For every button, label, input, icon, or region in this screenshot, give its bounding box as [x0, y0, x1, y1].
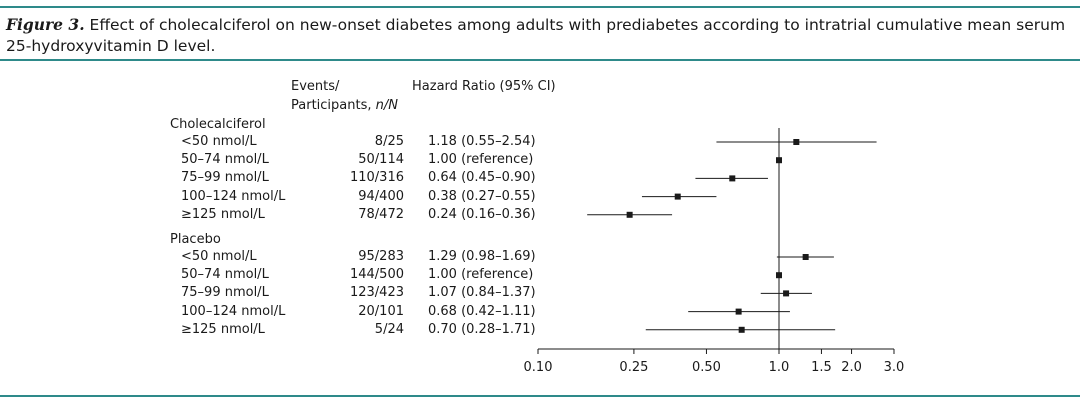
row-hazard-ratio: 0.24 (0.16–0.36)	[428, 206, 536, 222]
row-events: 50/114	[358, 152, 404, 168]
row-label: 100–124 nmol/L	[181, 303, 286, 319]
x-tick-label: 1.5	[811, 360, 832, 375]
row-label: ≥125 nmol/L	[181, 206, 265, 222]
events-header-line2: Participants, n/N	[291, 96, 398, 115]
top-rule	[0, 6, 1080, 8]
row-events: 123/423	[349, 285, 404, 301]
figure-caption-text: Effect of cholecalciferol on new-onset d…	[6, 16, 1066, 55]
row-label: <50 nmol/L	[181, 249, 257, 264]
row-label: 50–74 nmol/L	[181, 152, 269, 168]
bottom-rule	[0, 395, 1080, 397]
row-hazard-ratio: 0.38 (0.27–0.55)	[428, 188, 536, 204]
row-label: 50–74 nmol/L	[181, 267, 269, 283]
figure-caption: Figure 3. Effect of cholecalciferol on n…	[6, 14, 1074, 57]
x-tick-label: 1.0	[769, 360, 790, 375]
row-hazard-ratio: 1.00 (reference)	[428, 152, 534, 168]
hr-marker	[738, 326, 745, 333]
hazard-header: Hazard Ratio (95% CI)	[412, 79, 556, 94]
row-hazard-ratio: 0.68 (0.42–1.11)	[428, 303, 536, 319]
row-hazard-ratio: 1.07 (0.84–1.37)	[428, 285, 536, 301]
row-hazard-ratio: 1.00 (reference)	[428, 267, 534, 283]
row-events: 5/24	[374, 321, 404, 337]
row-label: 100–124 nmol/L	[181, 188, 286, 204]
events-header-participants: Participants,	[291, 98, 372, 113]
hr-marker	[783, 290, 790, 297]
row-events: 94/400	[358, 188, 404, 204]
hr-marker	[729, 175, 736, 182]
hr-marker	[626, 211, 633, 218]
x-tick-label: 0.10	[524, 360, 553, 375]
events-header-nN: n/N	[375, 98, 398, 113]
x-tick-label: 3.0	[884, 360, 905, 375]
events-header-line1: Events/	[291, 79, 340, 94]
hr-marker	[793, 139, 800, 145]
group-label: Cholecalciferol	[170, 117, 266, 132]
row-hazard-ratio: 0.70 (0.28–1.71)	[428, 321, 536, 337]
hr-marker	[674, 193, 681, 200]
row-hazard-ratio: 1.18 (0.55–2.54)	[428, 134, 536, 149]
row-label: 75–99 nmol/L	[181, 170, 269, 186]
caption-rule	[0, 59, 1080, 61]
x-tick-label: 0.50	[692, 360, 721, 375]
row-hazard-ratio: 0.64 (0.45–0.90)	[428, 170, 536, 186]
events-header: Events/ Participants, n/N	[291, 77, 398, 115]
row-events: 95/283	[358, 249, 404, 264]
row-hazard-ratio: 1.29 (0.98–1.69)	[428, 249, 536, 264]
row-label: 75–99 nmol/L	[181, 285, 269, 301]
figure-label: Figure 3.	[6, 15, 85, 34]
x-tick-label: 2.0	[841, 360, 862, 375]
hr-marker	[735, 308, 742, 315]
x-tick-label: 0.25	[619, 360, 648, 375]
row-events: 8/25	[374, 134, 404, 149]
hr-marker	[802, 254, 809, 260]
row-events: 110/316	[349, 170, 404, 186]
group-label: Placebo	[170, 232, 221, 247]
row-events: 78/472	[358, 206, 404, 222]
row-events: 144/500	[349, 267, 404, 283]
row-events: 20/101	[358, 303, 404, 319]
row-label: ≥125 nmol/L	[181, 321, 265, 337]
row-label: <50 nmol/L	[181, 134, 257, 149]
